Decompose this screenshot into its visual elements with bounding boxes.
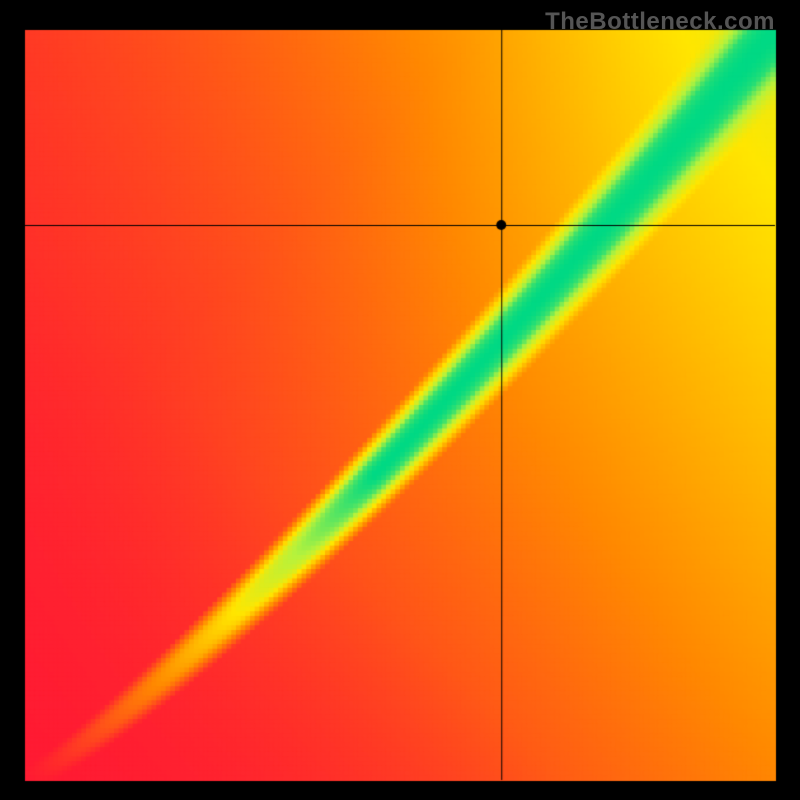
watermark-text: TheBottleneck.com [545, 8, 775, 36]
heatmap-canvas [0, 0, 800, 800]
chart-container: { "figure": { "type": "heatmap", "descri… [0, 0, 800, 800]
